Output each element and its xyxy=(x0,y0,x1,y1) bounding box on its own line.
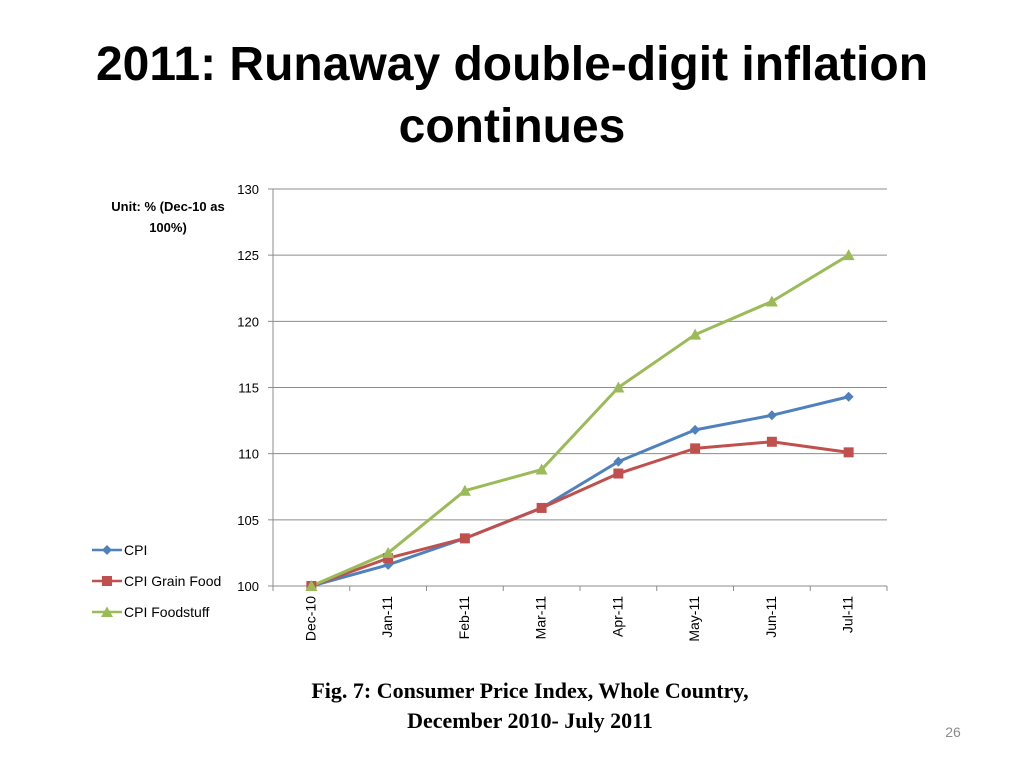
point-cpi-foodstuff-Dec-10 xyxy=(305,580,318,591)
slide-title: 2011: Runaway double-digit inflation con… xyxy=(95,38,929,153)
point-cpi-May-11 xyxy=(690,424,701,435)
legend: CPI CPI Grain Food CPI Foodstuff xyxy=(92,534,221,627)
unit-label-line1: Unit: % (Dec-10 as xyxy=(111,199,225,214)
series-line-cpi-foodstuff xyxy=(310,253,850,588)
grid-lines xyxy=(273,188,887,521)
y-tick-label-115: 115 xyxy=(238,381,259,396)
legend-swatch-cpi xyxy=(92,544,122,555)
point-cpi-grain-food-Feb-11 xyxy=(459,533,470,544)
point-cpi-grain-food-Jan-11 xyxy=(383,553,394,564)
x-tick-label-Dec-10: Dec-10 xyxy=(302,596,318,641)
x-tick-label-Jan-11: Jan-11 xyxy=(379,596,395,638)
point-cpi-foodstuff-Mar-11 xyxy=(535,463,548,475)
figure-caption: Fig. 7: Consumer Price Index, Whole Coun… xyxy=(230,676,830,736)
legend-item-cpi: CPI xyxy=(92,534,221,565)
point-cpi-grain-food-May-11 xyxy=(690,443,701,454)
y-tick-label-130: 130 xyxy=(237,182,259,197)
point-cpi-grain-food-Apr-11 xyxy=(613,468,624,479)
point-cpi-Apr-11 xyxy=(613,456,624,467)
y-tick-label-105: 105 xyxy=(237,513,259,528)
legend-swatch-cpi-foodstuff xyxy=(92,606,122,617)
caption-line-1: Fig. 7: Consumer Price Index, Whole Coun… xyxy=(311,678,749,703)
point-cpi-Jul-11 xyxy=(843,391,854,402)
page-number: 26 xyxy=(945,724,961,740)
legend-item-cpi-grain-food: CPI Grain Food xyxy=(92,565,221,596)
point-cpi-grain-food-Mar-11 xyxy=(536,502,547,513)
x-tick-label-May-11: May-11 xyxy=(686,596,702,642)
y-tick-labels: 100 105 110 115 120 125 130 xyxy=(237,182,259,594)
y-tick-label-125: 125 xyxy=(237,248,259,263)
point-cpi-foodstuff-Jan-11 xyxy=(382,546,395,558)
caption-line-2: December 2010- July 2011 xyxy=(407,708,653,733)
point-cpi-foodstuff-May-11 xyxy=(689,328,702,340)
unit-label-line2: 100%) xyxy=(149,220,187,235)
legend-item-cpi-foodstuff: CPI Foodstuff xyxy=(92,596,221,627)
legend-label-cpi-grain-food: CPI Grain Food xyxy=(124,572,222,589)
point-cpi-Jun-11 xyxy=(766,410,777,421)
x-tick-label-Jun-11: Jun-11 xyxy=(763,596,779,638)
x-tick-label-Jul-11: Jul-11 xyxy=(840,596,856,633)
x-tick-label-Apr-11: Apr-11 xyxy=(609,596,625,637)
axes xyxy=(268,188,888,591)
legend-label-cpi-foodstuff: CPI Foodstuff xyxy=(124,603,210,620)
point-cpi-foodstuff-Feb-11 xyxy=(458,484,471,496)
legend-label-cpi: CPI xyxy=(124,541,148,558)
point-cpi-grain-food-Jul-11 xyxy=(843,447,854,458)
y-tick-label-100: 100 xyxy=(237,579,259,594)
unit-label: Unit: % (Dec-10 as 100%) xyxy=(98,196,238,238)
y-tick-label-110: 110 xyxy=(238,447,259,462)
legend-swatch-cpi-grain-food xyxy=(92,575,122,586)
point-cpi-grain-food-Jun-11 xyxy=(766,436,777,447)
point-cpi-foodstuff-Jun-11 xyxy=(765,295,778,307)
series-line-cpi-grain-food xyxy=(310,440,849,588)
point-cpi-foodstuff-Jul-11 xyxy=(842,249,855,261)
series xyxy=(305,249,855,591)
series-line-cpi xyxy=(310,395,849,588)
x-tick-labels: Dec-10 Jan-11 Feb-11 Mar-11 Apr-11 May-11 Jun-… xyxy=(302,596,855,642)
y-tick-label-120: 120 xyxy=(237,314,259,329)
x-tick-label-Mar-11: Mar-11 xyxy=(533,596,549,640)
x-tick-label-Feb-11: Feb-11 xyxy=(456,596,472,640)
point-cpi-foodstuff-Apr-11 xyxy=(612,381,625,393)
